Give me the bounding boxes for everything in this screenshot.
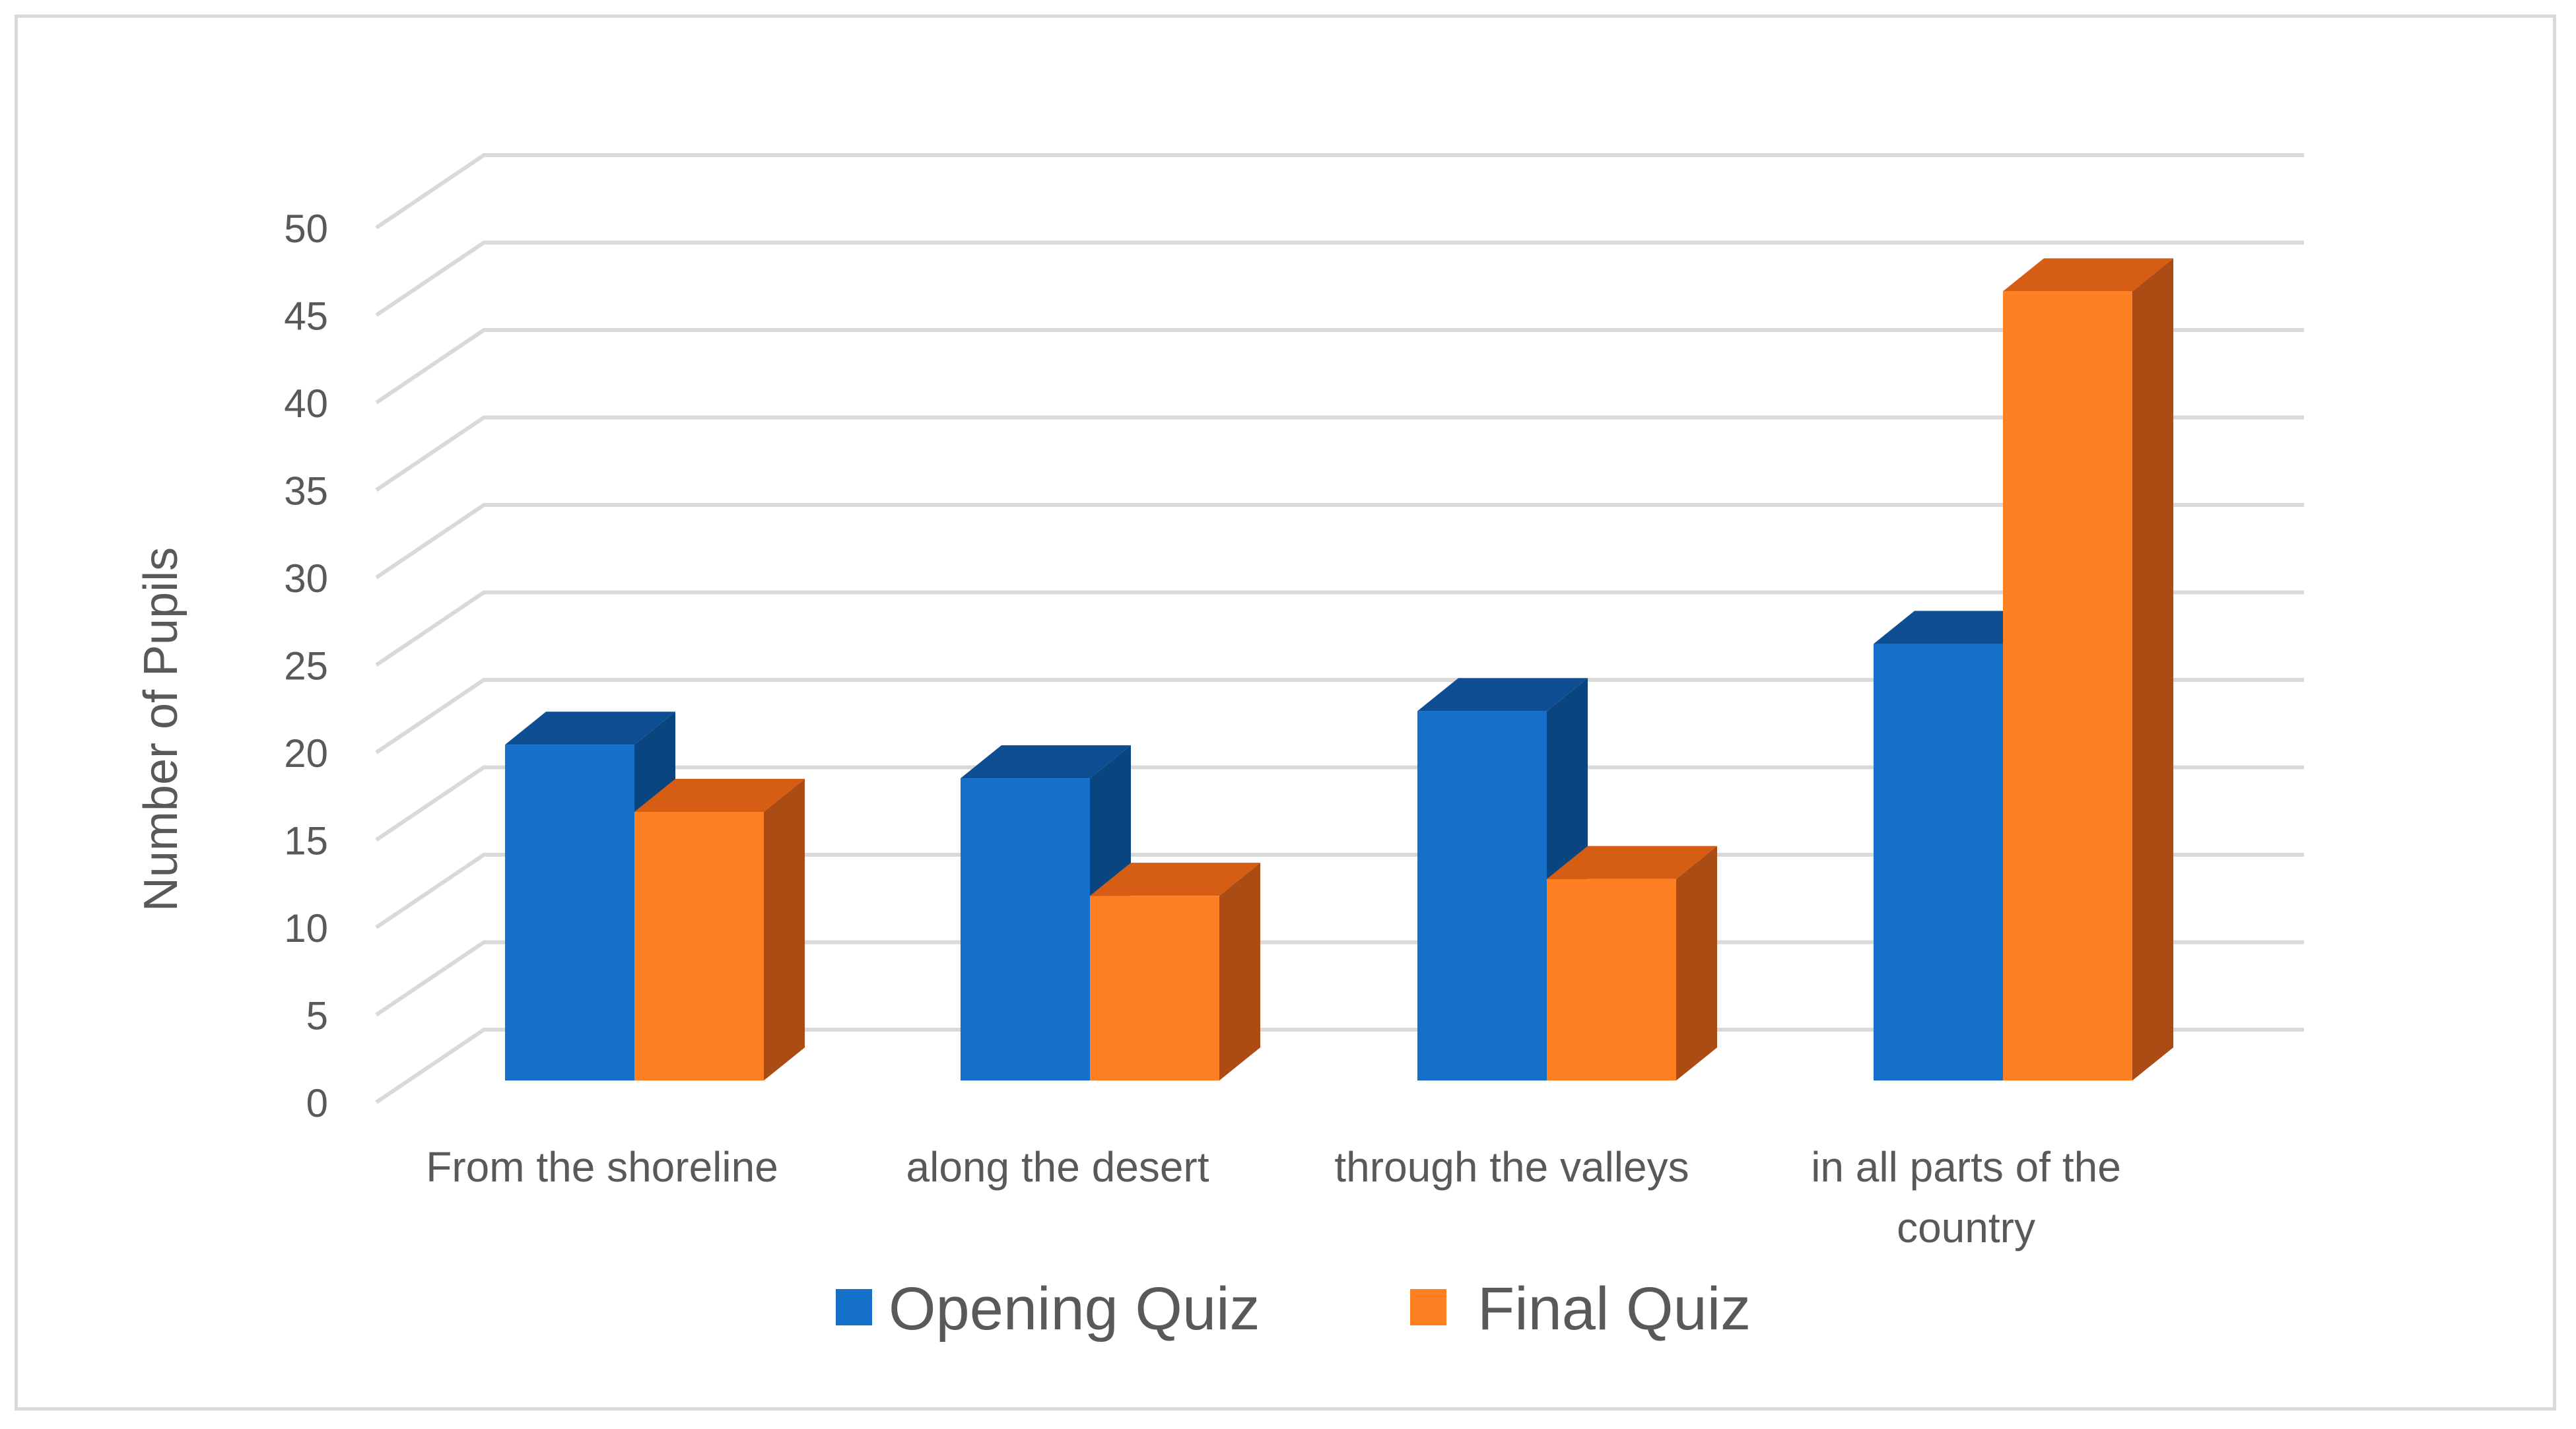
y-tick-label: 0 — [306, 1081, 328, 1125]
gridline — [375, 415, 2304, 492]
legend-label: Opening Quiz — [889, 1275, 1260, 1343]
bar-front-face — [961, 778, 1090, 1080]
x-category-label: along the desert — [906, 1143, 1209, 1191]
bar — [634, 778, 805, 1080]
bar-front-face — [505, 745, 634, 1080]
y-tick-label: 50 — [284, 207, 328, 251]
bar-side-face — [1219, 863, 1260, 1080]
y-tick-label: 20 — [284, 731, 328, 776]
bar-side-face — [764, 778, 805, 1080]
bar-front-face — [1547, 879, 1676, 1080]
y-tick-label: 35 — [284, 469, 328, 514]
bar-front-face — [1874, 644, 2003, 1080]
legend-swatch — [1410, 1289, 1446, 1325]
legend-label: Final Quiz — [1477, 1275, 1751, 1343]
bar-top-face — [1417, 678, 1588, 712]
gridline — [375, 678, 2304, 754]
bar-top-face — [961, 745, 1131, 779]
bar-front-face — [2003, 291, 2132, 1080]
y-tick-label: 30 — [284, 556, 328, 601]
y-axis-label: Number of Pupils — [135, 547, 187, 912]
gridline — [375, 590, 2304, 667]
bar-top-face — [1090, 863, 1260, 896]
bar-top-face — [1547, 846, 1717, 879]
bar-side-face — [1676, 846, 1717, 1080]
gridline — [375, 503, 2304, 580]
bar-side-face — [2132, 258, 2173, 1080]
y-tick-label: 25 — [284, 644, 328, 688]
bar-top-face — [634, 778, 805, 812]
y-tick-label: 15 — [284, 819, 328, 863]
x-category-label: through the valleys — [1334, 1143, 1689, 1191]
x-category-label: in all parts of the — [1811, 1143, 2121, 1191]
bar-top-face — [505, 712, 675, 745]
bar-top-face — [1874, 611, 2044, 644]
x-category-label: country — [1897, 1204, 2035, 1251]
gridline — [375, 765, 2304, 842]
bar — [2003, 258, 2173, 1080]
legend-swatch — [836, 1289, 872, 1325]
gridline — [375, 240, 2304, 317]
bar-top-face — [2003, 258, 2173, 292]
x-category-label: From the shoreline — [426, 1143, 778, 1191]
y-tick-label: 45 — [284, 294, 328, 339]
bar — [1547, 846, 1717, 1080]
gridline — [375, 328, 2304, 405]
gridline — [375, 153, 2304, 230]
bars — [505, 258, 2173, 1080]
x-axis-categories: From the shoreline along the desert throug… — [426, 1143, 2121, 1251]
bar-front-face — [1090, 896, 1219, 1080]
legend: Opening Quiz Final Quiz — [836, 1275, 1751, 1343]
bar-front-face — [634, 811, 764, 1080]
legend-item: Final Quiz — [1410, 1275, 1751, 1343]
bar — [1090, 863, 1260, 1080]
bar-front-face — [1417, 711, 1547, 1080]
legend-item: Opening Quiz — [836, 1275, 1260, 1343]
y-tick-label: 10 — [284, 906, 328, 950]
y-tick-label: 5 — [306, 994, 328, 1038]
y-tick-label: 40 — [284, 382, 328, 426]
y-axis-ticks: 0 5 10 15 20 25 30 35 40 45 50 — [284, 207, 328, 1125]
